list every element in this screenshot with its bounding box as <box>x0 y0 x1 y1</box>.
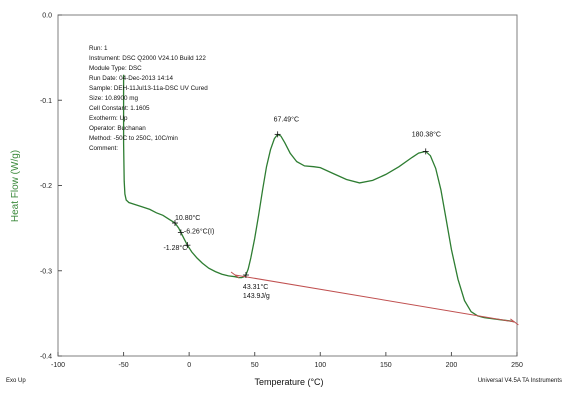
y-tick-label: -0.3 <box>40 268 52 275</box>
run-info-line: Cell Constant: 1.1605 <box>89 105 150 112</box>
run-info-line: Exotherm: Up <box>89 115 128 122</box>
baseline-end-marker <box>230 271 240 279</box>
curves <box>122 74 515 323</box>
y-axis-label: Heat Flow (W/g) <box>10 150 21 222</box>
peak-annotation-label: 180.38°C <box>412 130 441 138</box>
x-tick-label: 200 <box>446 362 458 369</box>
x-axis-label: Temperature (°C) <box>254 377 323 387</box>
peak-annotation-label: 43.31°C <box>243 283 268 291</box>
y-tick-label: 0.0 <box>42 13 52 20</box>
peak-annotation-label: 143.9J/g <box>243 293 270 300</box>
y-tick-label: -0.4 <box>40 354 52 361</box>
run-info-line: Run Date: 04-Dec-2013 14:14 <box>89 75 174 82</box>
peak-annotation-label: -6.26°C(I) <box>184 227 214 235</box>
run-info-line: Operator: Buchanan <box>89 125 146 132</box>
run-info-line: Instrument: DSC Q2000 V24.10 Build 122 <box>89 55 206 62</box>
exo-up-label: Exo Up <box>6 378 26 384</box>
baseline-end-marker <box>510 318 519 326</box>
x-tick-label: 50 <box>251 362 259 369</box>
peak-annotation-label: 10.80°C <box>175 214 200 222</box>
x-tick-label: 250 <box>511 362 523 369</box>
run-info-block: Run: 1 Instrument: DSC Q2000 V24.10 Buil… <box>89 45 208 152</box>
annotations: 10.80°C -6.26°C(I) -1.28°C 43.31°C 143.9J/g 6… <box>163 115 519 326</box>
peak-annotation-label: -1.28°C <box>163 244 187 252</box>
run-info-line: Method: -50C to 250C, 10C/min <box>89 135 178 142</box>
baseline-line <box>234 274 515 323</box>
software-label: Universal V4.5A TA Instruments <box>478 378 562 384</box>
run-info-line: Comment: <box>89 145 118 152</box>
x-tick-label: 150 <box>380 362 392 369</box>
heat-flow-curve <box>122 74 515 323</box>
x-tick-label: 100 <box>314 362 326 369</box>
run-info-line: Size: 10.8900 mg <box>89 95 139 102</box>
y-tick-label: -0.2 <box>40 183 52 190</box>
y-tick-label: -0.1 <box>40 98 52 105</box>
run-info-line: Module Type: DSC <box>89 65 142 72</box>
x-tick-label: -100 <box>51 362 65 369</box>
run-info-line: Run: 1 <box>89 45 108 52</box>
run-info-line: Sample: DEH-11Jul13-11a-DSC UV Cured <box>89 85 208 92</box>
axis-ticks: -100 -50 0 50 100 150 200 250 0.0 -0.1 -0.2 -0.3 -0.… <box>40 13 523 370</box>
peak-annotation-label: 67.49°C <box>274 115 299 123</box>
x-tick-label: -50 <box>119 362 129 369</box>
x-tick-label: 0 <box>187 362 191 369</box>
